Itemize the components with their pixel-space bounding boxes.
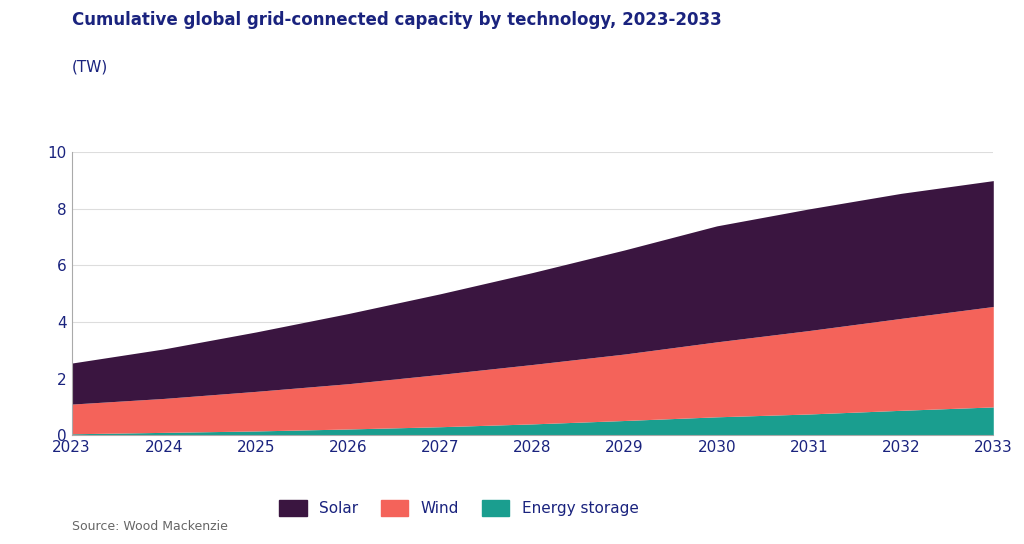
Text: Source: Wood Mackenzie: Source: Wood Mackenzie xyxy=(72,520,227,533)
Text: (TW): (TW) xyxy=(72,60,108,75)
Legend: Solar, Wind, Energy storage: Solar, Wind, Energy storage xyxy=(273,494,644,522)
Text: Cumulative global grid-connected capacity by technology, 2023-2033: Cumulative global grid-connected capacit… xyxy=(72,11,722,29)
